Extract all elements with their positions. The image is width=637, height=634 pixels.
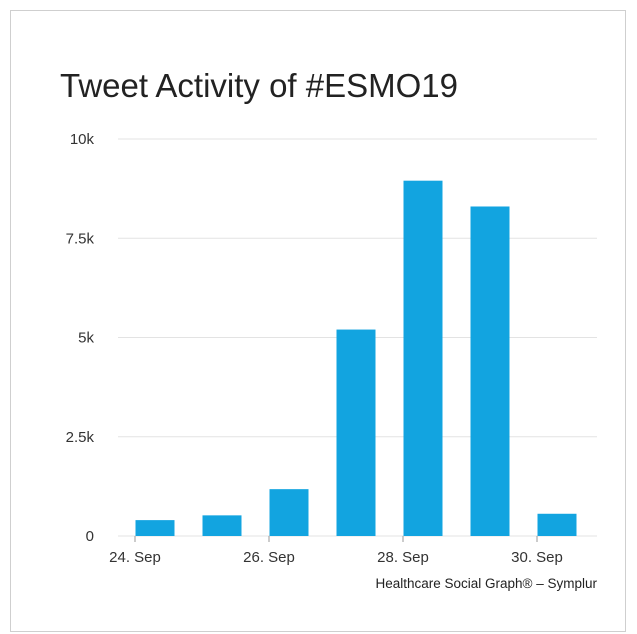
bar-28-sep — [403, 180, 443, 536]
x-tick-label: 30. Sep — [511, 549, 563, 566]
y-tick-label: 5k — [78, 330, 94, 347]
x-tick-label: 24. Sep — [109, 549, 161, 566]
chart-frame — [10, 10, 626, 632]
bar-25-sep — [202, 515, 242, 536]
bar-27-sep — [336, 329, 376, 536]
bar-26-sep — [269, 489, 309, 536]
y-tick-label: 10k — [70, 131, 95, 148]
y-tick-label: 7.5k — [66, 230, 95, 247]
y-axis-labels: 0 2.5k 5k 7.5k 10k — [66, 131, 95, 545]
bars — [135, 180, 577, 537]
bar-24-sep — [135, 520, 175, 536]
bar-29-sep — [470, 206, 510, 537]
chart-title: Tweet Activity of #ESMO19 — [60, 67, 458, 104]
y-tick-label: 2.5k — [66, 429, 95, 446]
y-tick-label: 0 — [86, 528, 94, 545]
x-axis-labels: 24. Sep 26. Sep 28. Sep 30. Sep — [109, 536, 563, 566]
bar-30-sep — [537, 513, 577, 536]
x-tick-label: 26. Sep — [243, 549, 295, 566]
credit-text: Healthcare Social Graph® – Symplur — [375, 576, 597, 591]
x-tick-label: 28. Sep — [377, 549, 429, 566]
